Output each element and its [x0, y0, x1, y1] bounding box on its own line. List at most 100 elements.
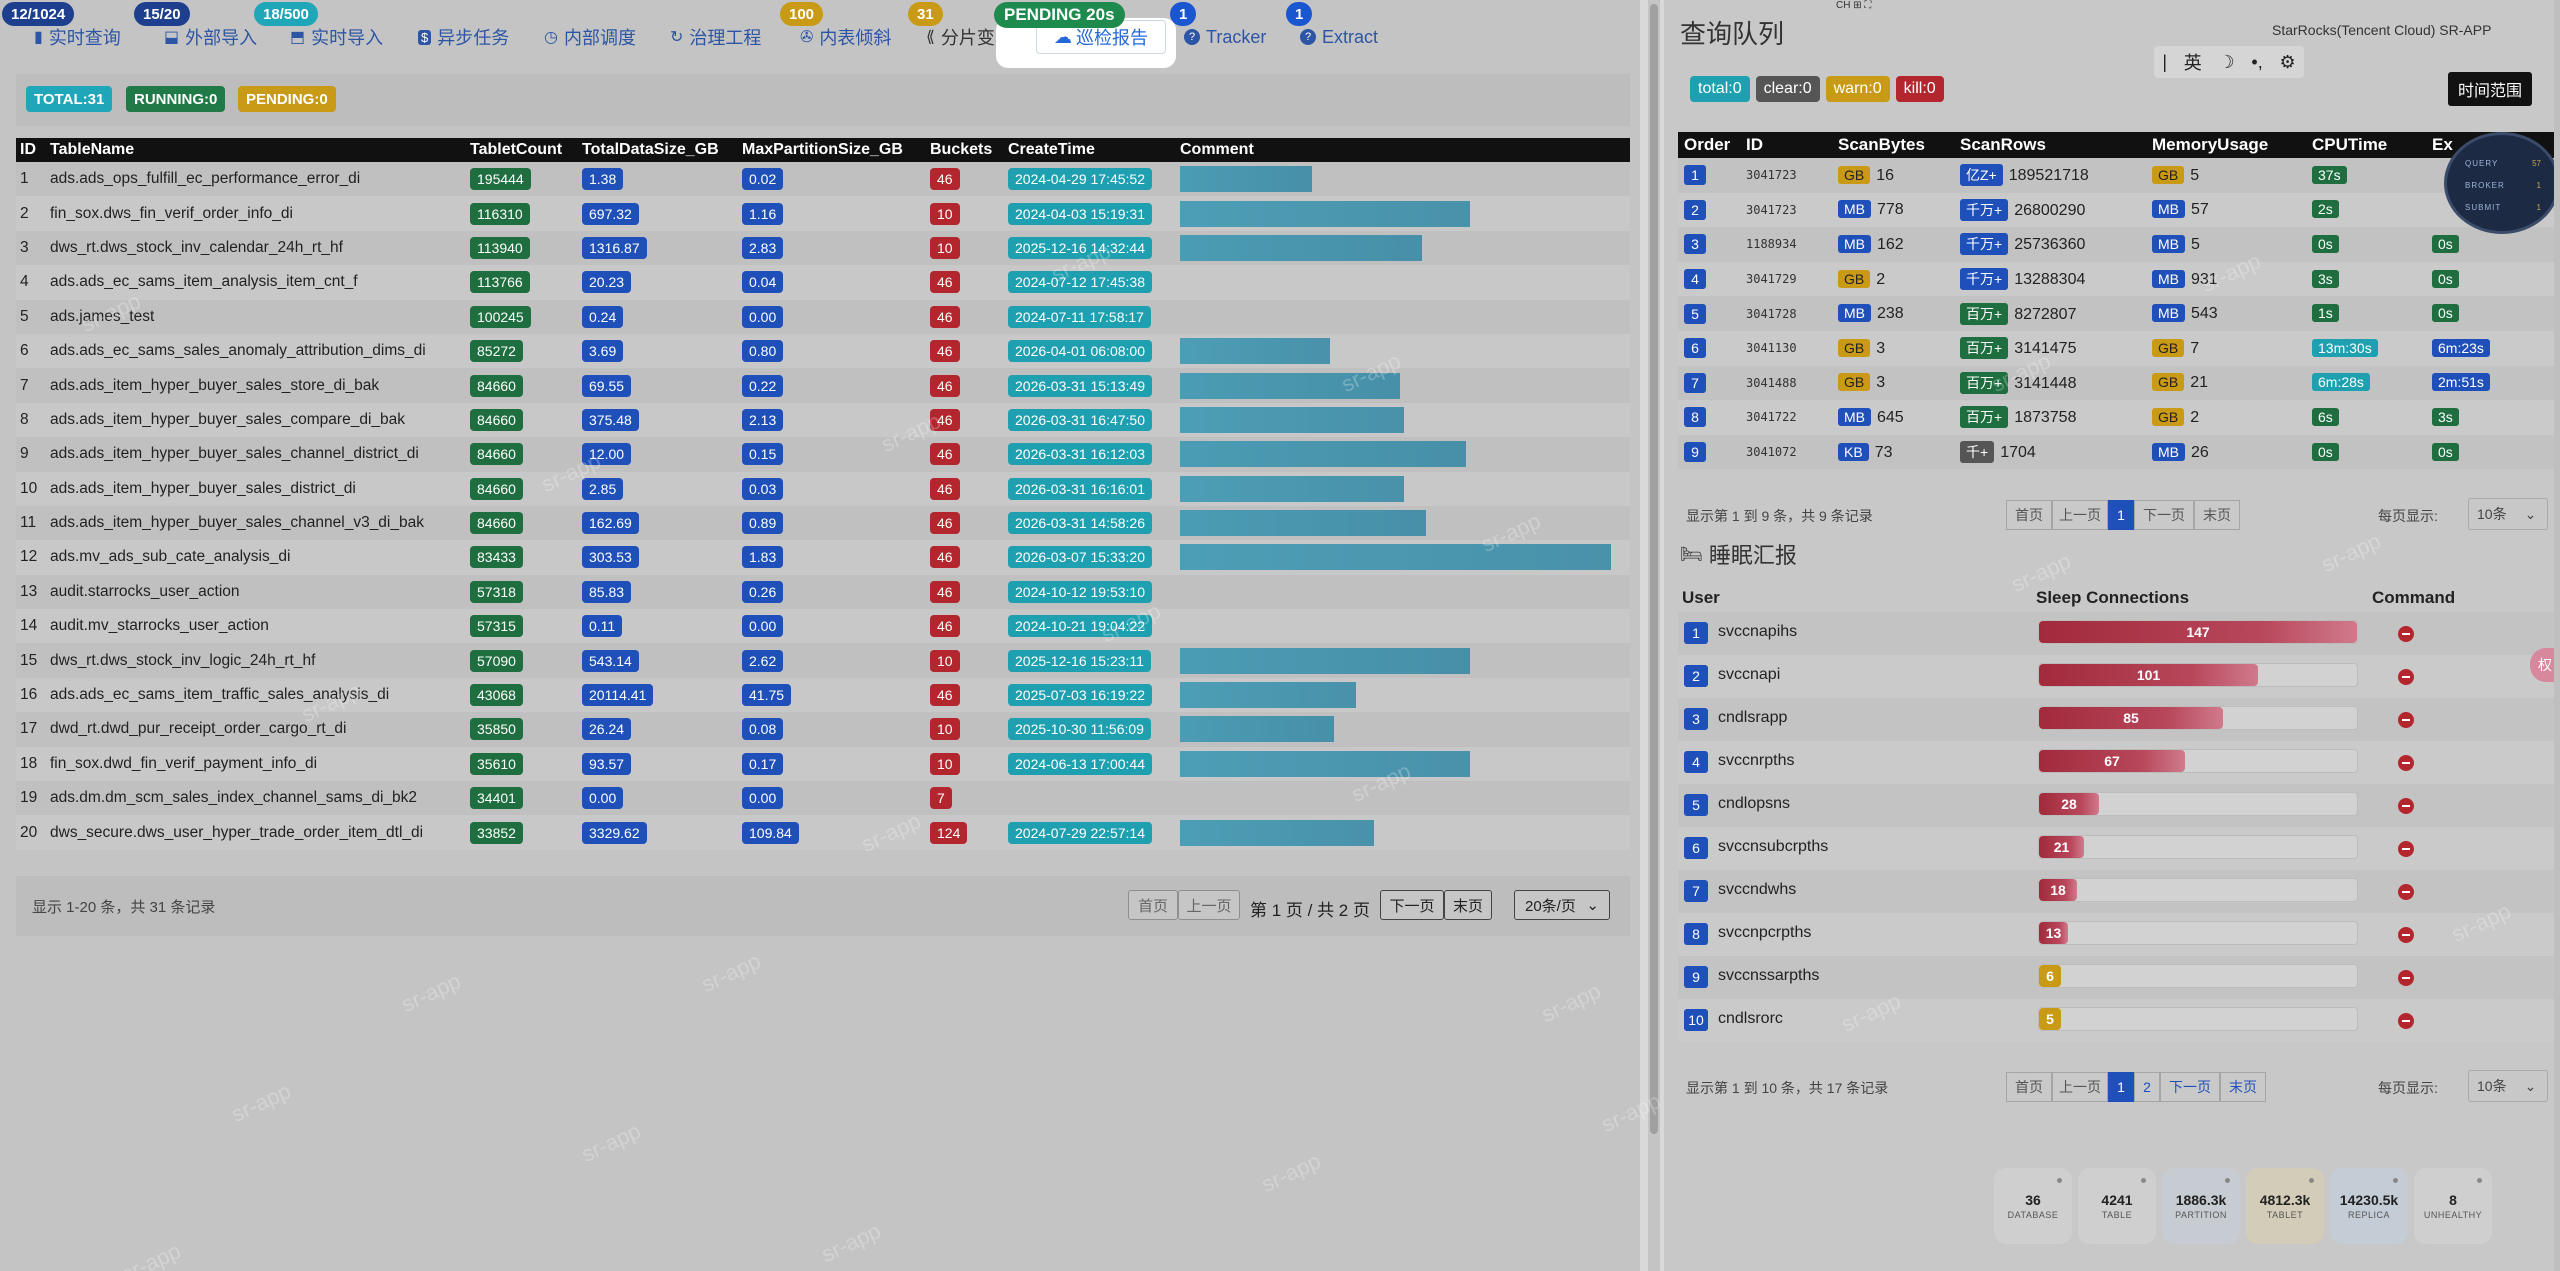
clear-badge[interactable]: clear:0 — [1755, 76, 1820, 102]
queue-row[interactable]: 3 1188934 MB 162 千万+ 25736360 MB 5 0s 0s — [1678, 227, 2554, 262]
query-id[interactable]: 1188934 — [1746, 237, 1797, 252]
sleep-row[interactable]: 7 svccndwhs 18 — [1678, 870, 2554, 913]
table-row[interactable]: 7 ads.ads_item_hyper_buyer_sales_store_di… — [16, 368, 1630, 403]
table-row[interactable]: 12 ads.mv_ads_sub_cate_analysis_di 83433 30… — [16, 540, 1630, 575]
col-id[interactable]: ID — [16, 138, 46, 162]
first-page-button[interactable]: 首页 — [2006, 500, 2052, 530]
page-1-button[interactable]: 1 — [2108, 500, 2134, 530]
sleep-user[interactable]: svccndwhs — [1718, 881, 1797, 898]
queue-row[interactable]: 4 3041729 GB 2 千万+ 13288304 MB 931 3s 0s — [1678, 261, 2554, 297]
queue-id[interactable]: 3041072 — [1740, 434, 1832, 470]
stat-card-table[interactable]: 4241 TABLE — [2078, 1168, 2156, 1244]
col-tablename[interactable]: TableName — [46, 138, 466, 162]
queue-id[interactable]: 3041130 — [1740, 330, 1832, 366]
ime-language[interactable]: 英 — [2183, 53, 2202, 73]
col-order[interactable]: Order — [1678, 132, 1740, 158]
queue-id[interactable]: 3041723 — [1740, 192, 1832, 228]
stat-card-unhealthy[interactable]: 8 UNHEALTHY — [2414, 1168, 2492, 1244]
ime-toolbar[interactable]: | 英 ☽ •, ⚙ — [2154, 46, 2304, 78]
tab-governance[interactable]: ↻ 治理工程 — [670, 24, 761, 50]
row-tablename[interactable]: ads.ads_ec_sams_item_traffic_sales_analy… — [46, 677, 466, 713]
query-id[interactable]: 3041723 — [1746, 168, 1797, 183]
kill-connection-icon[interactable] — [2398, 755, 2414, 771]
kill-connection-icon[interactable] — [2398, 712, 2414, 728]
gear-icon[interactable]: ⚙ — [2279, 51, 2296, 72]
row-tablename[interactable]: dws_secure.dws_user_hyper_trade_order_it… — [46, 815, 466, 850]
stat-card-tablet[interactable]: 4812.3k TABLET — [2246, 1168, 2324, 1244]
queue-row[interactable]: 6 3041130 GB 3 百万+ 3141475 GB 7 13m:30s 6m:23s — [1678, 330, 2554, 366]
col-scanrows[interactable]: ScanRows — [1954, 132, 2146, 158]
sleep-user[interactable]: cndlopsns — [1718, 795, 1791, 812]
queue-row[interactable]: 2 3041723 MB 778 千万+ 26800290 MB 57 2s — [1678, 192, 2554, 228]
page-1-button[interactable]: 1 — [2108, 1072, 2134, 1102]
first-page-button[interactable]: 首页 — [1128, 890, 1178, 920]
tab-internal-schedule[interactable]: ◷ 内部调度 — [544, 24, 636, 50]
query-id[interactable]: 3041722 — [1746, 410, 1797, 425]
sleep-row[interactable]: 10 cndlsrorc 5 — [1678, 999, 2554, 1042]
row-tablename[interactable]: ads.dm.dm_scm_sales_index_channel_sams_d… — [46, 781, 466, 816]
queue-row[interactable]: 9 3041072 KB 73 千+ 1704 MB 26 0s 0s — [1678, 434, 2554, 470]
prev-page-button[interactable]: 上一页 — [2052, 1072, 2108, 1102]
kill-connection-icon[interactable] — [2398, 884, 2414, 900]
kill-connection-icon[interactable] — [2398, 626, 2414, 642]
kill-badge[interactable]: kill:0 — [1895, 76, 1944, 102]
next-page-button[interactable]: 下一页 — [2134, 500, 2194, 530]
row-tablename[interactable]: ads.ads_ops_fulfill_ec_performance_error… — [46, 162, 466, 197]
queue-id[interactable]: 3041722 — [1740, 400, 1832, 435]
tab-external-import[interactable]: ⬓ 外部导入 — [164, 24, 257, 50]
table-row[interactable]: 10 ads.ads_item_hyper_buyer_sales_distric… — [16, 471, 1630, 506]
col-totaldatasize[interactable]: TotalDataSize_GB — [578, 138, 738, 162]
table-row[interactable]: 16 ads.ads_ec_sams_item_traffic_sales_ana… — [16, 677, 1630, 713]
punctuation-icon[interactable]: •, — [2251, 51, 2263, 72]
table-row[interactable]: 4 ads.ads_ec_sams_item_analysis_item_cnt_… — [16, 265, 1630, 300]
sleep-user[interactable]: svccnapihs — [1718, 623, 1798, 640]
kill-connection-icon[interactable] — [2398, 798, 2414, 814]
sleep-user[interactable]: cndlsrorc — [1718, 1010, 1783, 1027]
table-row[interactable]: 17 dwd_rt.dwd_pur_receipt_order_cargo_rt_… — [16, 712, 1630, 747]
row-tablename[interactable]: dwd_rt.dwd_pur_receipt_order_cargo_rt_di — [46, 712, 466, 747]
col-createtime[interactable]: CreateTime — [1004, 138, 1176, 162]
queue-row[interactable]: 5 3041728 MB 238 百万+ 8272807 MB 543 1s 0s — [1678, 296, 2554, 331]
row-tablename[interactable]: ads.ads_item_hyper_buyer_sales_channel_d… — [46, 437, 466, 472]
query-id[interactable]: 3041488 — [1746, 375, 1797, 390]
queue-id[interactable]: 1188934 — [1740, 227, 1832, 262]
page-size-select[interactable]: 10条 ⌄ — [2468, 1070, 2548, 1102]
row-tablename[interactable]: ads.ads_ec_sams_item_analysis_item_cnt_f — [46, 265, 466, 300]
sleep-row[interactable]: 8 svccnpcrpths 13 — [1678, 913, 2554, 956]
queue-id[interactable]: 3041729 — [1740, 261, 1832, 297]
col-scanbytes[interactable]: ScanBytes — [1832, 132, 1954, 158]
tab-realtime-query[interactable]: ▮ 实时查询 — [34, 24, 121, 50]
stat-card-replica[interactable]: 14230.5k REPLICA — [2330, 1168, 2408, 1244]
row-tablename[interactable]: ads.james_test — [46, 299, 466, 334]
col-buckets[interactable]: Buckets — [926, 138, 1004, 162]
tab-realtime-import[interactable]: ⬒ 实时导入 — [290, 24, 383, 50]
row-tablename[interactable]: audit.mv_starrocks_user_action — [46, 609, 466, 644]
sleep-user[interactable]: svccnpcrpths — [1718, 924, 1812, 941]
page-2-button[interactable]: 2 — [2134, 1072, 2160, 1102]
col-maxpartitionsize[interactable]: MaxPartitionSize_GB — [738, 138, 926, 162]
table-row[interactable]: 11 ads.ads_item_hyper_buyer_sales_channel… — [16, 505, 1630, 541]
query-id[interactable]: 3041072 — [1746, 445, 1797, 460]
row-tablename[interactable]: ads.ads_item_hyper_buyer_sales_compare_d… — [46, 402, 466, 438]
table-row[interactable]: 1 ads.ads_ops_fulfill_ec_performance_erro… — [16, 162, 1630, 197]
total-badge[interactable]: total:0 — [1690, 76, 1750, 102]
sleep-row[interactable]: 1 svccnapihs 147 — [1678, 612, 2554, 655]
table-row[interactable]: 9 ads.ads_item_hyper_buyer_sales_channel_… — [16, 437, 1630, 472]
page-size-select[interactable]: 10条 ⌄ — [2468, 498, 2548, 530]
table-row[interactable]: 15 dws_rt.dws_stock_inv_logic_24h_rt_hf 57… — [16, 643, 1630, 678]
row-tablename[interactable]: dws_rt.dws_stock_inv_logic_24h_rt_hf — [46, 643, 466, 678]
tab-tracker[interactable]: ? Tracker — [1184, 24, 1266, 50]
row-tablename[interactable]: ads.ads_item_hyper_buyer_sales_district_… — [46, 471, 466, 506]
fe-status-gauge[interactable]: QUERY 57 BROKER 1 SUBMIT 1 — [2444, 132, 2560, 234]
stat-card-database[interactable]: 36 DATABASE — [1994, 1168, 2072, 1244]
next-page-button[interactable]: 下一页 — [2160, 1072, 2220, 1102]
sleep-row[interactable]: 2 svccnapi 101 — [1678, 655, 2554, 698]
table-row[interactable]: 18 fin_sox.dwd_fin_verif_payment_info_di 3… — [16, 746, 1630, 782]
kill-connection-icon[interactable] — [2398, 927, 2414, 943]
kill-connection-icon[interactable] — [2398, 841, 2414, 857]
query-id[interactable]: 3041130 — [1746, 341, 1797, 356]
sleep-row[interactable]: 3 cndlsrapp 85 — [1678, 698, 2554, 741]
stat-card-partition[interactable]: 1886.3k PARTITION — [2162, 1168, 2240, 1244]
queue-row[interactable]: 7 3041488 GB 3 百万+ 3141448 GB 21 6m:28s 2m:51s — [1678, 365, 2554, 401]
tab-shard-variance[interactable]: ⟪ 分片变异 — [926, 24, 1013, 50]
